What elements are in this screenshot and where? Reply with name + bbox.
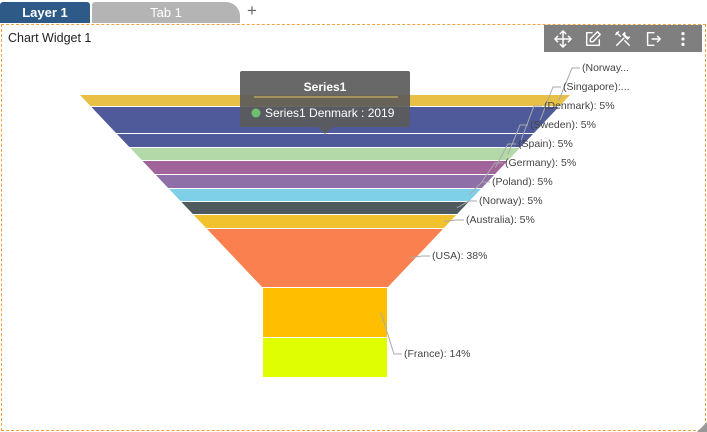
data-label: (Germany): 5% (505, 157, 576, 169)
data-label: (Poland): 5% (492, 176, 553, 188)
funnel-segment[interactable] (263, 288, 387, 337)
widget-toolbar (544, 25, 702, 52)
label-connector (481, 162, 503, 182)
label-connector (494, 143, 516, 168)
tooltip-title: Series1 (304, 80, 347, 94)
data-label: (Spain): 5% (518, 138, 573, 150)
data-label: (Norway): 5% (479, 195, 543, 207)
more-button[interactable] (672, 28, 694, 50)
data-label: (Norway... (582, 62, 629, 74)
data-label: (Denmark): 5% (544, 100, 615, 112)
label-connector (409, 255, 430, 259)
tooltip-box (240, 71, 410, 127)
funnel-segment[interactable] (116, 134, 534, 147)
funnel-segment[interactable] (181, 202, 469, 214)
data-label: (Singapore):... (563, 81, 630, 93)
tooltip-marker (251, 108, 261, 118)
add-tab-button[interactable]: + (247, 1, 257, 20)
funnel-segment[interactable] (155, 175, 495, 188)
label-connector (520, 105, 542, 141)
funnel-segment[interactable] (142, 161, 508, 174)
tab-tab-1[interactable]: Tab 1 (92, 2, 240, 23)
funnel-segment[interactable] (207, 229, 443, 287)
move-button[interactable] (552, 28, 574, 50)
data-label: (Sweden): 5% (530, 119, 596, 131)
tooltip: Series1 Series1 Denmark : 2019 (240, 71, 410, 134)
label-connector (380, 312, 402, 355)
widget-title: Chart Widget 1 (8, 31, 92, 45)
data-label: (Australia): 5% (466, 214, 535, 226)
tab-layer-1[interactable]: Layer 1 (0, 2, 90, 23)
edit-button[interactable] (582, 28, 604, 50)
export-icon (646, 31, 661, 46)
label-connector (443, 219, 464, 222)
label-connector (468, 181, 490, 196)
data-label: (France): 14% (404, 348, 471, 360)
tooltip-pointer (318, 127, 332, 134)
more-vertical-icon (681, 31, 685, 46)
move-icon (554, 29, 572, 48)
tools-button[interactable] (612, 28, 634, 50)
data-label: (USA): 38% (432, 250, 487, 262)
edit-icon (585, 30, 601, 46)
tooltip-text: Series1 Denmark : 2019 (265, 106, 395, 120)
funnel-segment[interactable] (263, 338, 387, 377)
funnel-segment[interactable] (169, 189, 481, 201)
tab-bar: Layer 1 Tab 1 + (0, 0, 707, 24)
label-connector (558, 67, 580, 101)
funnel-segment[interactable] (193, 215, 457, 228)
tools-icon (615, 30, 631, 46)
label-connector (539, 86, 561, 121)
export-button[interactable] (642, 28, 664, 50)
funnel-segment[interactable] (130, 148, 520, 160)
resize-handle-icon[interactable] (697, 422, 707, 432)
label-connector (456, 200, 477, 209)
